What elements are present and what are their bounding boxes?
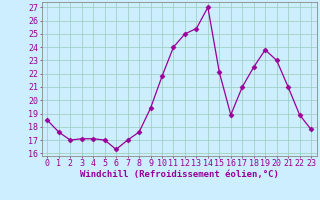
X-axis label: Windchill (Refroidissement éolien,°C): Windchill (Refroidissement éolien,°C) <box>80 170 279 179</box>
